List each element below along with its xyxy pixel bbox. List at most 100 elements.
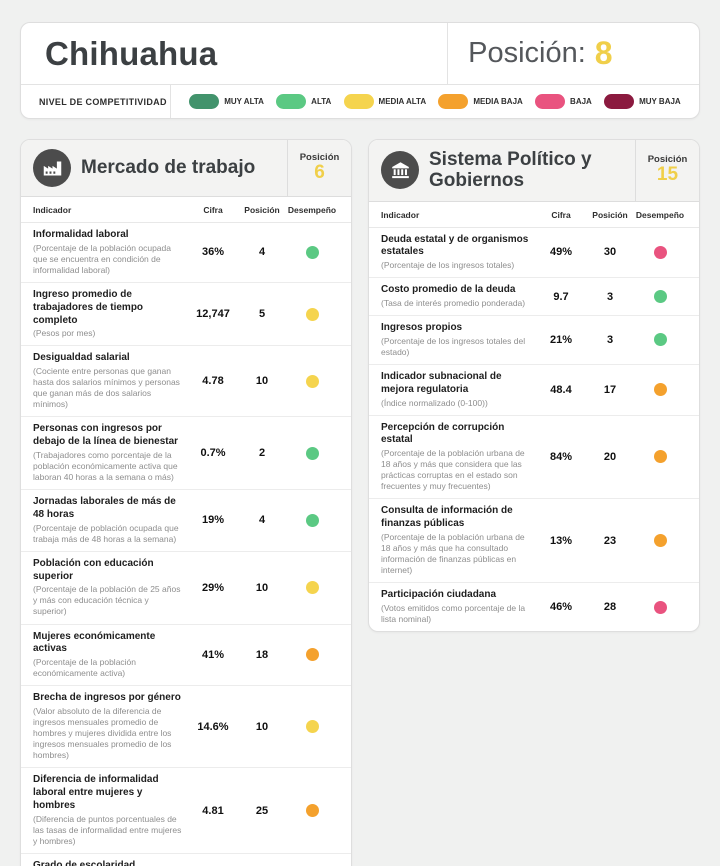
indicator-cell: Ingresos propios (Porcentaje de los ingre…: [381, 322, 535, 358]
indicator-position: 10: [255, 720, 269, 733]
legend-pill-media_alta: [343, 94, 374, 109]
indicator-position: 2: [258, 447, 266, 460]
panel-header: Mercado de trabajo Posición 6: [21, 140, 351, 197]
indicator-position: 30: [603, 246, 617, 259]
performance-cell: [285, 446, 339, 460]
indicator-name: Mujeres económicamente activas: [33, 630, 156, 655]
indicator-name: Indicador subnacional de mejora regulato…: [381, 370, 502, 395]
indicator-value: 84%: [549, 450, 573, 463]
performance-cell: [633, 333, 687, 347]
performance-cell: [285, 307, 339, 321]
indicator-cell: Mujeres económicamente activas (Porcentaj…: [33, 631, 187, 680]
indicator-value: 4.81: [202, 804, 224, 817]
indicator-value: 12,747: [196, 308, 230, 321]
performance-cell: [633, 245, 687, 259]
legend-item: ALTA: [276, 94, 331, 109]
indicator-name: Consulta de información de finanzas públ…: [381, 505, 513, 530]
table-row: Percepción de corrupción estatal (Porcent…: [369, 416, 699, 500]
col-header-indicator: Indicador: [33, 205, 72, 215]
legend-item-label: BAJA: [570, 97, 592, 106]
indicator-value: 21%: [549, 333, 573, 346]
header-card: Chihuahua Posición: 8 NIVEL DE COMPETITI…: [20, 22, 700, 119]
table-row: Deuda estatal y de organismos estatales (…: [369, 228, 699, 279]
performance-dot: [305, 648, 319, 662]
indicator-name: Jornadas laborales de más de 48 horas: [33, 496, 176, 520]
legend-pill-muy_alta: [189, 94, 220, 109]
indicator-description: (Porcentaje de población ocupada que tra…: [33, 522, 179, 544]
legend-item-label: MUY BAJA: [639, 97, 681, 106]
panel-position-box: Posición 15: [635, 140, 699, 201]
indicator-name: Deuda estatal y de organismos estatales: [381, 233, 529, 258]
state-name: Chihuahua: [45, 34, 218, 72]
performance-cell: [285, 804, 339, 817]
indicator-cell: Desigualdad salarial (Cociente entre pers…: [33, 352, 187, 410]
indicator-cell: Participación ciudadana (Votos emitidos c…: [381, 589, 535, 625]
legend-item: MUY ALTA: [189, 94, 264, 109]
indicator-value: 19%: [201, 514, 225, 527]
performance-dot: [305, 446, 319, 460]
indicator-cell: Diferencia de informalidad laboral entre…: [33, 774, 187, 847]
indicator-description: (Porcentaje de la población de 25 años y…: [33, 584, 181, 617]
indicator-cell: Indicador subnacional de mejora regulato…: [381, 371, 535, 409]
table-row: Población con educación superior (Porcent…: [21, 552, 351, 625]
indicator-cell: Percepción de corrupción estatal (Porcent…: [381, 422, 535, 493]
legend-item: MUY BAJA: [604, 94, 681, 109]
indicator-value: 41%: [201, 648, 225, 661]
performance-dot: [653, 534, 667, 548]
indicator-description: (Porcentaje de la población ocupada que …: [33, 242, 171, 275]
indicator-position: 17: [603, 383, 617, 396]
performance-cell: [285, 581, 339, 595]
performance-cell: [633, 290, 687, 304]
table-row: Participación ciudadana (Votos emitidos c…: [369, 583, 699, 631]
legend-item: MEDIA ALTA: [343, 94, 427, 109]
performance-dot: [305, 720, 319, 734]
overall-position-section: Posición: 8: [448, 23, 699, 84]
performance-dot: [305, 804, 319, 817]
indicator-value: 46%: [549, 601, 573, 614]
panel-header: Sistema Político y Gobiernos Posición 15: [369, 140, 699, 202]
indicator-name: Grado de escolaridad: [33, 859, 136, 866]
performance-dot: [653, 383, 667, 397]
table-row: Brecha de ingresos por género (Valor abso…: [21, 686, 351, 769]
legend-item: MEDIA BAJA: [438, 94, 523, 109]
indicator-name: Desigualdad salarial: [33, 352, 130, 364]
indicator-description: (Votos emitidos como porcentaje de la li…: [381, 602, 526, 624]
indicator-value: 9.7: [553, 290, 569, 303]
indicator-rows: Deuda estatal y de organismos estatales (…: [369, 228, 699, 631]
performance-dot: [653, 290, 667, 304]
table-header: Indicador Cifra Posición Desempeño: [369, 202, 699, 228]
legend-item-label: MEDIA ALTA: [378, 97, 427, 106]
performance-cell: [633, 450, 687, 464]
indicator-value: 49%: [549, 246, 573, 259]
indicator-cell: Grado de escolaridad(Años promedio de es…: [33, 860, 187, 866]
indicator-position: 4: [258, 514, 266, 527]
col-header-value: Cifra: [203, 205, 223, 215]
legend-item-label: MEDIA BAJA: [473, 97, 523, 106]
indicator-position: 10: [255, 375, 269, 388]
performance-cell: [285, 245, 339, 259]
legend-pill-alta: [276, 94, 307, 109]
indicator-position: 5: [258, 308, 266, 321]
indicator-cell: Costo promedio de la deuda (Tasa de inter…: [381, 284, 535, 309]
indicator-name: Informalidad laboral: [33, 229, 129, 240]
performance-dot: [305, 245, 319, 259]
indicator-position: 18: [255, 648, 269, 661]
performance-cell: [633, 600, 687, 614]
legend-pill-baja: [535, 94, 566, 109]
table-row: Informalidad laboral (Porcentaje de la po…: [21, 223, 351, 283]
indicator-position: 3: [606, 333, 614, 346]
performance-cell: [633, 383, 687, 397]
indicator-name: Ingreso promedio de trabajadores de tiem…: [33, 288, 144, 326]
right-column: Sistema Político y Gobiernos Posición 15…: [368, 139, 700, 866]
table-row: Personas con ingresos por debajo de la l…: [21, 417, 351, 491]
panel-header-main: Mercado de trabajo: [21, 140, 287, 196]
indicator-cell: Informalidad laboral (Porcentaje de la po…: [33, 229, 187, 276]
col-header-position: Posición: [244, 205, 280, 215]
indicator-position: 23: [603, 534, 617, 547]
table-row: Grado de escolaridad(Años promedio de es…: [21, 854, 351, 866]
indicator-value: 0.7%: [200, 447, 226, 460]
col-header-value: Cifra: [551, 209, 571, 220]
indicator-value: 14.6%: [197, 720, 229, 733]
performance-cell: [285, 720, 339, 734]
performance-cell: [285, 374, 339, 388]
